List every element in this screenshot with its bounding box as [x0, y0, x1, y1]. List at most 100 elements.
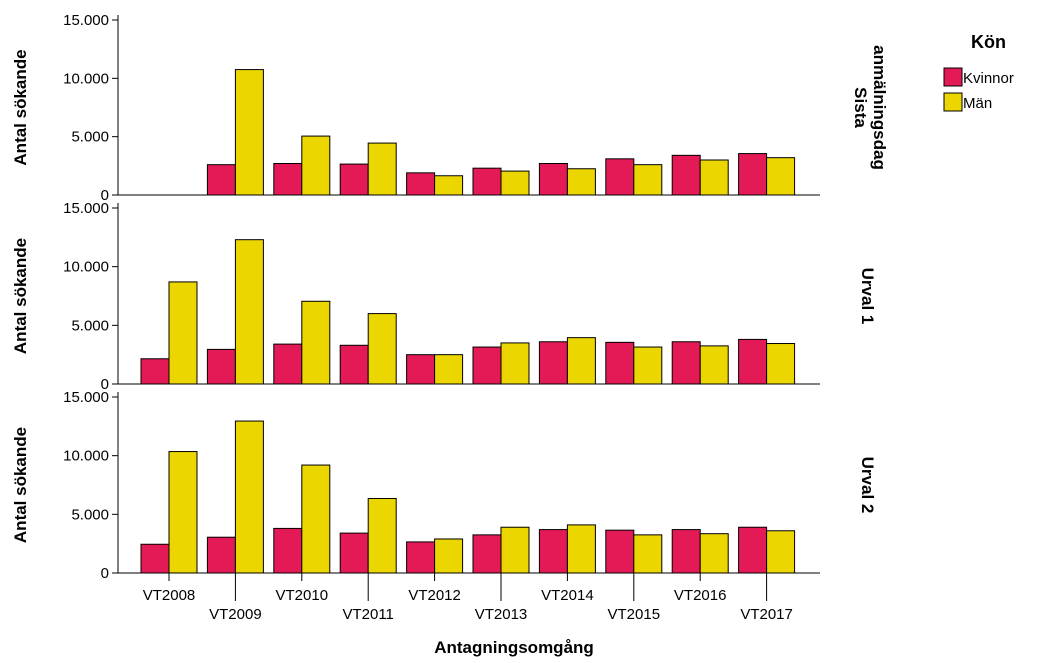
bar-män-vt2017 — [766, 530, 796, 574]
x-tick-label: VT2014 — [541, 587, 594, 604]
bar-män-vt2009 — [234, 420, 264, 574]
bar-män-vt2011 — [367, 497, 397, 574]
bar-kvinnor-vt2008 — [140, 358, 170, 385]
bar-män-vt2014 — [566, 337, 596, 385]
bar-män-vt2014 — [566, 524, 596, 574]
y-tick-label: 0 — [101, 565, 109, 582]
bar-kvinnor-vt2016 — [671, 154, 701, 196]
bar-kvinnor-vt2013 — [472, 534, 502, 574]
chart-panels: 0 5.000 10.000 15.000 Antal sökande Sista anmä… — [11, 12, 889, 582]
bar-kvinnor-vt2008 — [140, 543, 170, 574]
bar-kvinnor-vt2015 — [605, 158, 635, 196]
bar-kvinnor-vt2017 — [738, 153, 768, 196]
bar-män-vt2012 — [434, 175, 464, 196]
bar-män-vt2013 — [500, 526, 530, 574]
y-tick-label: 10.000 — [63, 448, 109, 465]
y-tick-label: 0 — [101, 187, 109, 204]
bar-kvinnor-vt2011 — [339, 344, 369, 385]
bar-män-vt2012 — [434, 538, 464, 574]
x-axis-title: Antagningsomgång — [434, 638, 594, 657]
bar-kvinnor-vt2016 — [671, 341, 701, 385]
legend: Kön Kvinnor Män — [943, 32, 1014, 112]
bar-kvinnor-vt2013 — [472, 167, 502, 196]
facet-label: Sista — [851, 87, 870, 128]
bar-män-vt2012 — [434, 354, 464, 385]
x-tick-label: VT2016 — [674, 587, 727, 604]
bar-män-vt2016 — [699, 159, 729, 196]
bar-kvinnor-vt2015 — [605, 529, 635, 574]
facet-label: Urval 2 — [858, 457, 877, 514]
y-tick-label: 5.000 — [71, 129, 109, 146]
bar-kvinnor-vt2009 — [206, 164, 236, 196]
bar-män-vt2016 — [699, 533, 729, 574]
x-tick-label: VT2010 — [276, 587, 329, 604]
bar-kvinnor-vt2017 — [738, 526, 768, 574]
bar-kvinnor-vt2016 — [671, 529, 701, 574]
bar-kvinnor-vt2012 — [406, 354, 436, 385]
y-tick-label: 5.000 — [71, 317, 109, 334]
bar-kvinnor-vt2009 — [206, 536, 236, 574]
bar-män-vt2008 — [168, 451, 198, 574]
x-tick-label: VT2008 — [143, 587, 196, 604]
y-tick-label: 10.000 — [63, 259, 109, 276]
bar-män-vt2011 — [367, 142, 397, 196]
bar-kvinnor-vt2010 — [273, 527, 303, 574]
y-axis-title: Antal sökande — [11, 238, 30, 354]
bar-kvinnor-vt2010 — [273, 343, 303, 385]
y-tick-label: 15.000 — [63, 200, 109, 217]
bar-män-vt2009 — [234, 239, 264, 385]
bar-män-vt2010 — [301, 135, 331, 196]
bar-män-vt2015 — [633, 534, 663, 574]
x-tick-label: VT2015 — [608, 606, 661, 623]
bar-kvinnor-vt2017 — [738, 338, 768, 385]
bar-män-vt2013 — [500, 342, 530, 385]
bar-kvinnor-vt2012 — [406, 541, 436, 574]
bar-män-vt2016 — [699, 345, 729, 385]
bar-män-vt2014 — [566, 168, 596, 196]
facet-label: anmälningsdag — [870, 45, 889, 170]
bar-män-vt2017 — [766, 343, 796, 385]
bar-kvinnor-vt2010 — [273, 163, 303, 196]
x-axis: VT2008 VT2009 VT2010 VT2011 VT2012 VT2013 VT20… — [143, 573, 793, 623]
bar-kvinnor-vt2013 — [472, 346, 502, 385]
panel-2: 0 5.000 10.000 15.000 Antal sökande Urval 1 — [11, 200, 877, 393]
bar-män-vt2017 — [766, 157, 796, 196]
bar-män-vt2011 — [367, 313, 397, 385]
facet-label: Urval 1 — [858, 268, 877, 325]
bar-kvinnor-vt2012 — [406, 172, 436, 196]
panel-3: 0 5.000 10.000 15.000 Antal sökande Urval 2 — [11, 389, 877, 582]
bar-män-vt2013 — [500, 170, 530, 196]
y-axis-title: Antal sökande — [11, 427, 30, 543]
y-tick-label: 15.000 — [63, 389, 109, 406]
x-tick-label: VT2013 — [475, 606, 528, 623]
bar-kvinnor-vt2014 — [538, 529, 568, 574]
x-tick-label: VT2009 — [209, 606, 262, 623]
panel-1: 0 5.000 10.000 15.000 Antal sökande Sista anmä… — [11, 12, 889, 204]
bar-män-vt2009 — [234, 69, 264, 196]
x-tick-label: VT2012 — [408, 587, 461, 604]
bar-kvinnor-vt2015 — [605, 341, 635, 385]
legend-swatch-kvinnor — [943, 67, 963, 87]
bar-kvinnor-vt2014 — [538, 341, 568, 385]
bar-män-vt2015 — [633, 164, 663, 196]
y-tick-label: 15.000 — [63, 12, 109, 29]
bar-män-vt2008 — [168, 281, 198, 385]
y-tick-label: 5.000 — [71, 506, 109, 523]
bar-kvinnor-vt2011 — [339, 163, 369, 196]
legend-label: Män — [963, 95, 992, 112]
legend-swatch-män — [943, 92, 963, 112]
bar-kvinnor-vt2011 — [339, 532, 369, 574]
legend-label: Kvinnor — [963, 70, 1014, 87]
y-tick-label: 10.000 — [63, 70, 109, 87]
bar-kvinnor-vt2009 — [206, 348, 236, 385]
bar-kvinnor-vt2014 — [538, 163, 568, 196]
bar-män-vt2010 — [301, 300, 331, 385]
y-tick-label: 0 — [101, 376, 109, 393]
bar-män-vt2015 — [633, 346, 663, 385]
x-tick-label: VT2011 — [342, 606, 393, 623]
legend-title: Kön — [971, 32, 1006, 52]
y-axis-title: Antal sökande — [11, 49, 30, 165]
bar-män-vt2010 — [301, 464, 331, 574]
x-tick-label: VT2017 — [740, 606, 793, 623]
